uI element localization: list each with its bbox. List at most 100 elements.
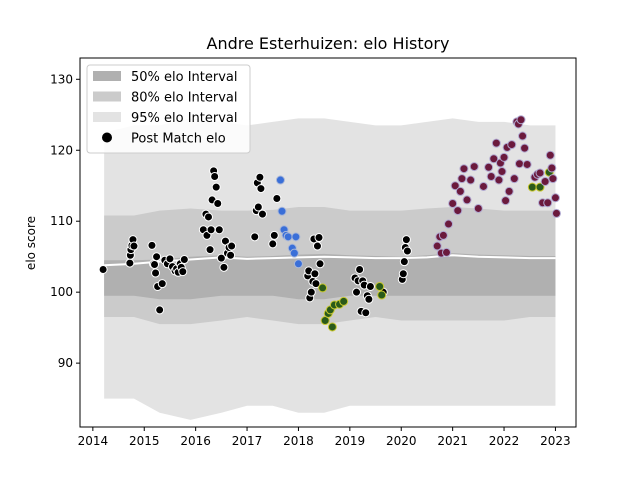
elo-point: [315, 259, 325, 269]
plot-area: [98, 115, 561, 420]
elo-point: [432, 241, 442, 251]
elo-point: [545, 150, 555, 160]
elo-point: [494, 175, 504, 185]
x-tick-label: 2023: [540, 434, 571, 448]
elo-point: [514, 159, 524, 169]
elo-point: [455, 186, 465, 196]
elo-point: [466, 175, 476, 185]
elo-point: [339, 296, 349, 306]
elo-point: [361, 308, 371, 318]
elo-point: [125, 258, 135, 268]
elo-point: [219, 262, 229, 272]
elo-point: [535, 182, 545, 192]
elo-point: [547, 163, 557, 173]
elo-point: [377, 290, 387, 300]
x-tick-label: 2017: [232, 434, 263, 448]
elo-point: [438, 230, 448, 240]
elo-point: [486, 172, 496, 182]
elo-point: [269, 230, 279, 240]
elo-point: [155, 305, 165, 315]
legend-swatch: [93, 71, 121, 81]
elo-point: [293, 259, 303, 269]
elo-point: [459, 164, 469, 174]
elo-point: [398, 269, 408, 279]
y-tick-label: 100: [50, 285, 73, 299]
elo-point: [402, 246, 412, 256]
elo-point: [179, 255, 189, 265]
elo-point: [535, 168, 545, 178]
elo-point: [527, 182, 537, 192]
legend-label: 95% elo Interval: [131, 111, 238, 126]
x-tick-label: 2019: [335, 434, 366, 448]
elo-point: [147, 240, 157, 250]
elo-point: [226, 250, 236, 260]
elo-point: [211, 182, 221, 192]
elo-point: [157, 279, 167, 289]
elo-point: [509, 174, 519, 184]
elo-point: [152, 252, 162, 262]
elo-point: [364, 294, 374, 304]
y-tick-label: 130: [50, 72, 73, 86]
y-axis-label: elo score: [24, 216, 38, 270]
elo-point: [272, 194, 282, 204]
elo-point: [206, 225, 216, 235]
elo-point: [453, 206, 463, 216]
elo-point: [205, 245, 215, 255]
elo-point: [501, 196, 511, 206]
elo-point: [151, 268, 161, 278]
elo-point: [550, 193, 560, 203]
elo-point: [310, 269, 320, 279]
elo-point: [210, 172, 220, 182]
elo-point: [178, 267, 188, 277]
elo-point: [473, 203, 483, 213]
elo-point: [491, 138, 501, 148]
x-tick-label: 2021: [437, 434, 468, 448]
elo-point: [551, 208, 561, 218]
elo-point: [401, 235, 411, 245]
elo-point: [499, 152, 509, 162]
x-tick-label: 2018: [283, 434, 314, 448]
elo-point: [255, 172, 265, 182]
x-tick-label: 2022: [489, 434, 520, 448]
elo-point: [355, 264, 365, 274]
y-tick-label: 120: [50, 143, 73, 157]
elo-point: [489, 154, 499, 164]
elo-point: [275, 175, 285, 185]
elo-point: [203, 212, 213, 222]
y-tick-label: 90: [58, 356, 73, 370]
elo-point: [540, 176, 550, 186]
elo-point: [457, 174, 467, 184]
elo-point: [216, 253, 226, 263]
elo-point: [98, 264, 108, 274]
elo-point: [253, 202, 263, 212]
x-tick-label: 2014: [78, 434, 109, 448]
elo-point: [312, 241, 322, 251]
elo-point: [318, 283, 328, 293]
elo-point: [365, 281, 375, 291]
elo-point: [484, 162, 494, 172]
x-tick-label: 2020: [386, 434, 417, 448]
plot-content: [98, 115, 561, 420]
elo-point: [314, 233, 324, 243]
elo-point: [214, 225, 224, 235]
elo-point: [283, 232, 293, 242]
elo-point: [548, 174, 558, 184]
elo-point: [450, 181, 460, 191]
legend-label: 50% elo Interval: [131, 70, 238, 85]
elo-point: [507, 140, 517, 150]
elo-point: [256, 184, 266, 194]
x-tick-label: 2015: [129, 434, 160, 448]
elo-point: [520, 143, 530, 153]
elo-point: [518, 131, 528, 141]
legend-marker: [102, 132, 112, 143]
elo-point: [306, 287, 316, 297]
elo-point: [311, 279, 321, 289]
legend-box: [86, 64, 251, 154]
elo-point: [129, 241, 139, 251]
legend-label: Post Match elo: [131, 132, 226, 147]
elo-point: [504, 186, 514, 196]
elo-point: [327, 322, 337, 332]
legend-label: 80% elo Interval: [131, 91, 238, 106]
band-50-interval: [104, 253, 556, 300]
